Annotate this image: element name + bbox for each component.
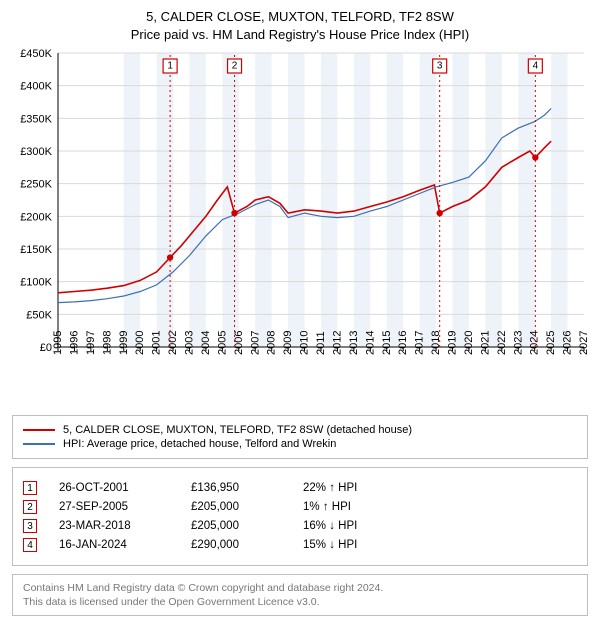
- svg-text:2013: 2013: [348, 331, 360, 355]
- legend-box: 5, CALDER CLOSE, MUXTON, TELFORD, TF2 8S…: [12, 415, 588, 459]
- sale-delta: 22% ↑ HPI: [303, 482, 413, 494]
- svg-text:2018: 2018: [430, 331, 442, 355]
- sale-date: 26-OCT-2001: [59, 482, 169, 494]
- svg-text:4: 4: [533, 61, 539, 72]
- svg-text:£100K: £100K: [20, 277, 52, 289]
- footer-line: This data is licensed under the Open Gov…: [23, 595, 577, 609]
- sale-date: 23-MAR-2018: [59, 520, 169, 532]
- svg-text:£50K: £50K: [26, 309, 52, 321]
- sale-price: £136,950: [191, 482, 281, 494]
- legend-swatch: [23, 429, 55, 431]
- legend-item: HPI: Average price, detached house, Telf…: [23, 438, 577, 450]
- table-row: 1 26-OCT-2001 £136,950 22% ↑ HPI: [23, 481, 577, 495]
- svg-text:2001: 2001: [151, 331, 163, 355]
- svg-text:2004: 2004: [200, 331, 212, 355]
- svg-text:2014: 2014: [364, 331, 376, 355]
- svg-text:1996: 1996: [68, 331, 80, 355]
- svg-text:1999: 1999: [118, 331, 130, 355]
- svg-text:2007: 2007: [249, 331, 261, 355]
- svg-text:2022: 2022: [496, 331, 508, 355]
- svg-text:1: 1: [167, 61, 173, 72]
- svg-text:2016: 2016: [397, 331, 409, 355]
- svg-text:£450K: £450K: [20, 48, 52, 60]
- svg-text:£200K: £200K: [20, 211, 52, 223]
- table-row: 3 23-MAR-2018 £205,000 16% ↓ HPI: [23, 519, 577, 533]
- svg-text:£400K: £400K: [20, 81, 52, 93]
- sale-price: £290,000: [191, 539, 281, 551]
- svg-text:2005: 2005: [216, 331, 228, 355]
- sale-marker-icon: 4: [23, 538, 37, 552]
- svg-text:£0: £0: [40, 342, 52, 354]
- svg-text:£250K: £250K: [20, 179, 52, 191]
- svg-text:2023: 2023: [512, 331, 524, 355]
- table-row: 4 16-JAN-2024 £290,000 15% ↓ HPI: [23, 538, 577, 552]
- sale-delta: 15% ↓ HPI: [303, 539, 413, 551]
- svg-text:£350K: £350K: [20, 113, 52, 125]
- sale-price: £205,000: [191, 520, 281, 532]
- svg-text:2: 2: [232, 61, 238, 72]
- title-line-1: 5, CALDER CLOSE, MUXTON, TELFORD, TF2 8S…: [10, 8, 590, 26]
- svg-text:2008: 2008: [266, 331, 278, 355]
- svg-text:1998: 1998: [101, 331, 113, 355]
- legend-item: 5, CALDER CLOSE, MUXTON, TELFORD, TF2 8S…: [23, 424, 577, 436]
- legend-label: 5, CALDER CLOSE, MUXTON, TELFORD, TF2 8S…: [63, 424, 412, 436]
- svg-text:£150K: £150K: [20, 244, 52, 256]
- svg-text:1997: 1997: [85, 331, 97, 355]
- price-chart: £0 £50K £100K £150K £200K £250K £300K £350K £400…: [10, 47, 590, 407]
- svg-text:2027: 2027: [578, 331, 590, 355]
- sale-marker-icon: 3: [23, 519, 37, 533]
- title-line-2: Price paid vs. HM Land Registry's House …: [10, 26, 590, 44]
- sale-date: 27-SEP-2005: [59, 501, 169, 513]
- sale-delta: 16% ↓ HPI: [303, 520, 413, 532]
- svg-text:2017: 2017: [414, 331, 426, 355]
- svg-text:2024: 2024: [529, 331, 541, 355]
- svg-text:2011: 2011: [315, 331, 327, 355]
- svg-text:2026: 2026: [562, 331, 574, 355]
- svg-text:2009: 2009: [282, 331, 294, 355]
- svg-text:3: 3: [437, 61, 443, 72]
- legend-swatch: [23, 443, 55, 445]
- svg-text:2020: 2020: [463, 331, 475, 355]
- svg-text:£300K: £300K: [20, 146, 52, 158]
- table-row: 2 27-SEP-2005 £205,000 1% ↑ HPI: [23, 500, 577, 514]
- svg-text:2025: 2025: [545, 331, 557, 355]
- svg-text:2015: 2015: [381, 331, 393, 355]
- chart-svg: £0 £50K £100K £150K £200K £250K £300K £350K £400…: [10, 47, 590, 407]
- svg-text:2012: 2012: [331, 331, 343, 355]
- attribution-footer: Contains HM Land Registry data © Crown c…: [12, 574, 588, 616]
- svg-text:2000: 2000: [134, 331, 146, 355]
- svg-text:2021: 2021: [479, 331, 491, 355]
- footer-line: Contains HM Land Registry data © Crown c…: [23, 581, 577, 595]
- sale-marker-icon: 1: [23, 481, 37, 495]
- svg-text:2003: 2003: [184, 331, 196, 355]
- sale-price: £205,000: [191, 501, 281, 513]
- sale-date: 16-JAN-2024: [59, 539, 169, 551]
- svg-text:2010: 2010: [299, 331, 311, 355]
- sales-table: 1 26-OCT-2001 £136,950 22% ↑ HPI 2 27-SE…: [12, 467, 588, 566]
- legend-label: HPI: Average price, detached house, Telf…: [63, 438, 336, 450]
- svg-text:2019: 2019: [447, 331, 459, 355]
- sale-delta: 1% ↑ HPI: [303, 501, 413, 513]
- svg-text:2006: 2006: [233, 331, 245, 355]
- sale-marker-icon: 2: [23, 500, 37, 514]
- chart-title: 5, CALDER CLOSE, MUXTON, TELFORD, TF2 8S…: [10, 8, 590, 43]
- svg-text:2002: 2002: [167, 331, 179, 355]
